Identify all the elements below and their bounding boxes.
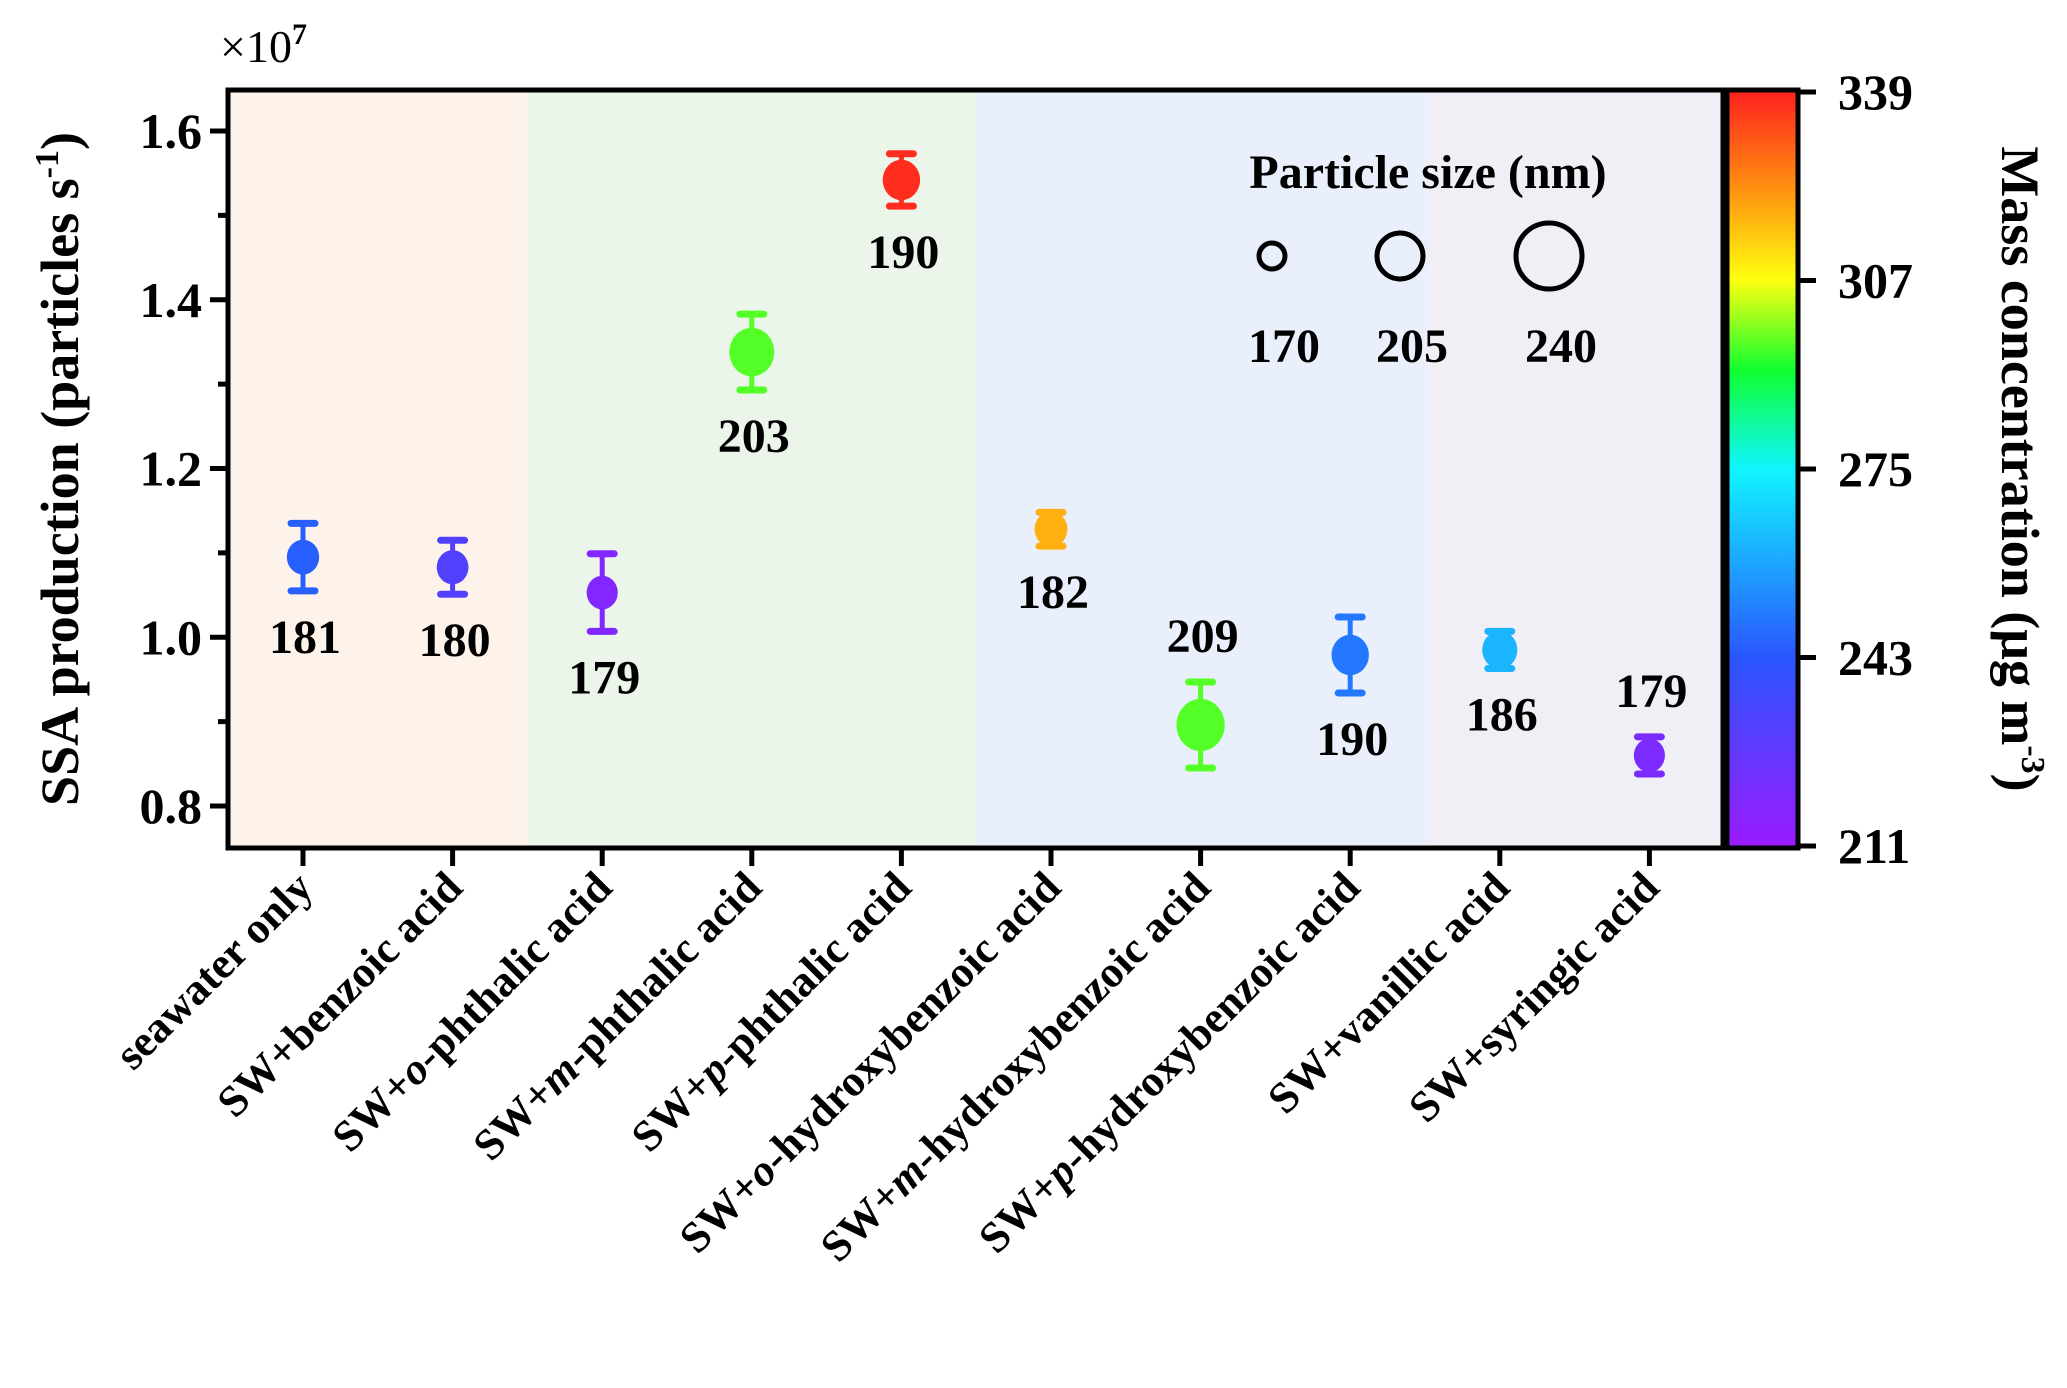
marker bbox=[729, 327, 775, 377]
marker bbox=[286, 539, 320, 575]
colorbar-tick-label: 275 bbox=[1838, 441, 1913, 497]
data-point: 190 bbox=[867, 150, 939, 279]
size-legend-circle bbox=[1513, 220, 1585, 292]
data-point: 190 bbox=[1316, 613, 1388, 766]
size-label: 179 bbox=[568, 651, 640, 704]
colorbar-tick-label: 339 bbox=[1838, 64, 1913, 120]
size-legend-label: 205 bbox=[1376, 320, 1448, 373]
size-legend-label: 170 bbox=[1248, 320, 1320, 373]
size-label: 182 bbox=[1017, 566, 1089, 619]
size-legend-circle bbox=[1374, 230, 1426, 282]
data-point: 180 bbox=[419, 536, 491, 667]
marker bbox=[436, 550, 469, 585]
colorbar-label: Mass concentration (μg m-3) bbox=[1990, 146, 2051, 791]
marker bbox=[1034, 511, 1068, 547]
data-point: 203 bbox=[718, 310, 790, 463]
marker bbox=[1482, 630, 1518, 669]
size-label: 181 bbox=[269, 611, 341, 664]
data-points: 181 180 179 203 190 182 209 190 186 179 bbox=[269, 150, 1687, 778]
size-label: 186 bbox=[1466, 688, 1538, 741]
y-tick-label: 0.8 bbox=[140, 778, 203, 834]
colorbar-tick-label: 211 bbox=[1838, 818, 1910, 874]
y-tick-label: 1.6 bbox=[140, 103, 203, 159]
marker bbox=[1331, 634, 1369, 676]
marker bbox=[882, 159, 921, 201]
data-point: 182 bbox=[1017, 508, 1089, 619]
data-point: 181 bbox=[269, 519, 341, 664]
size-legend-circle bbox=[1256, 240, 1288, 272]
colorbar: 211 243 275 307 339 bbox=[1724, 64, 1913, 874]
size-label: 190 bbox=[1316, 713, 1388, 766]
background-band bbox=[228, 90, 527, 848]
data-point: 186 bbox=[1466, 627, 1538, 741]
x-tick-label: SW+m-phthalic acid bbox=[463, 862, 770, 1169]
y-axis-label: SSA production (particles s-1) bbox=[29, 132, 90, 806]
data-point: 209 bbox=[1167, 610, 1239, 772]
x-tick-label: SW+syringic acid bbox=[1399, 862, 1668, 1131]
size-label: 209 bbox=[1167, 610, 1239, 663]
y-multiplier: ×107 bbox=[220, 18, 307, 72]
colorbar-gradient bbox=[1724, 87, 1801, 851]
size-label: 179 bbox=[1615, 665, 1687, 718]
size-label: 190 bbox=[867, 226, 939, 279]
y-tick-label: 1.2 bbox=[140, 441, 203, 497]
x-tick-label: SW+o-phthalic acid bbox=[323, 862, 622, 1161]
background-band bbox=[527, 90, 976, 848]
colorbar-tick-label: 243 bbox=[1838, 630, 1913, 686]
size-legend-label: 240 bbox=[1525, 320, 1597, 373]
marker bbox=[586, 575, 618, 610]
size-label: 203 bbox=[718, 410, 790, 463]
marker bbox=[1176, 698, 1225, 752]
colorbar-tick-label: 307 bbox=[1838, 253, 1913, 309]
size-label: 180 bbox=[419, 614, 491, 667]
data-point: 179 bbox=[568, 550, 640, 704]
size-legend: Particle size (nm) 170 205 240 bbox=[1248, 146, 1607, 373]
size-legend-title: Particle size (nm) bbox=[1249, 146, 1606, 199]
background-band bbox=[1428, 90, 1723, 848]
y-tick-label: 1.4 bbox=[140, 272, 203, 328]
data-point: 179 bbox=[1615, 665, 1687, 778]
x-tick-label: SW+p-phthalic acid bbox=[622, 862, 921, 1161]
background-bands bbox=[228, 90, 1723, 848]
y-tick-label: 1.0 bbox=[140, 609, 203, 665]
marker bbox=[1633, 738, 1665, 773]
